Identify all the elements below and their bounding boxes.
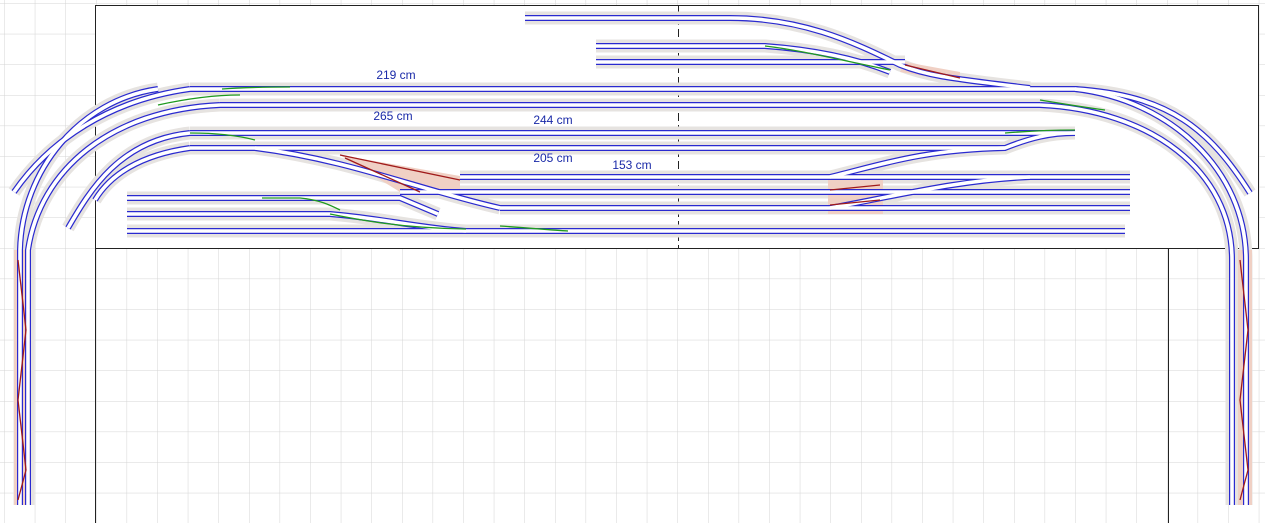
length-label: 265 cm — [373, 109, 412, 123]
length-label: 153 cm — [612, 158, 651, 172]
length-labels: 219 cm 265 cm 244 cm 205 cm 153 cm — [373, 68, 651, 172]
turnouts — [17, 45, 1249, 501]
length-label: 205 cm — [533, 151, 572, 165]
length-label: 244 cm — [533, 113, 572, 127]
length-label: 219 cm — [376, 68, 415, 82]
